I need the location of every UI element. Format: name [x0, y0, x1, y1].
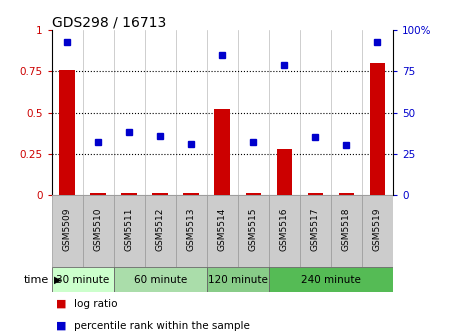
Bar	[339, 193, 354, 195]
Text: GSM5519: GSM5519	[373, 208, 382, 251]
Bar	[277, 149, 292, 195]
Bar	[269, 195, 300, 267]
Bar	[215, 109, 230, 195]
Bar	[246, 193, 261, 195]
Text: GSM5513: GSM5513	[187, 208, 196, 251]
Text: percentile rank within the sample: percentile rank within the sample	[74, 321, 250, 331]
Text: GSM5515: GSM5515	[249, 208, 258, 251]
Bar	[145, 195, 176, 267]
Bar	[52, 267, 114, 292]
Bar	[207, 267, 269, 292]
Bar	[114, 267, 207, 292]
Bar	[300, 195, 331, 267]
Text: 240 minute: 240 minute	[301, 275, 361, 285]
Text: GSM5511: GSM5511	[125, 208, 134, 251]
Text: time: time	[24, 275, 49, 285]
Bar	[121, 193, 137, 195]
Bar	[52, 195, 83, 267]
Bar	[59, 70, 75, 195]
Text: 120 minute: 120 minute	[208, 275, 268, 285]
Bar	[176, 195, 207, 267]
Bar	[184, 193, 199, 195]
Text: GDS298 / 16713: GDS298 / 16713	[52, 15, 166, 29]
Text: GSM5517: GSM5517	[311, 208, 320, 251]
Text: ■: ■	[56, 321, 66, 331]
Bar	[370, 63, 385, 195]
Text: 60 minute: 60 minute	[134, 275, 187, 285]
Text: GSM5512: GSM5512	[156, 208, 165, 251]
Bar	[238, 195, 269, 267]
Bar	[90, 193, 106, 195]
Text: GSM5516: GSM5516	[280, 208, 289, 251]
Text: ■: ■	[56, 299, 66, 309]
Bar	[207, 195, 238, 267]
Bar	[114, 195, 145, 267]
Text: GSM5510: GSM5510	[94, 208, 103, 251]
Text: GSM5509: GSM5509	[63, 208, 72, 251]
Text: ▶: ▶	[54, 275, 62, 285]
Text: GSM5518: GSM5518	[342, 208, 351, 251]
Bar	[362, 195, 393, 267]
Bar	[83, 195, 114, 267]
Text: log ratio: log ratio	[74, 299, 118, 309]
Bar	[308, 193, 323, 195]
Bar	[331, 195, 362, 267]
Bar	[153, 193, 168, 195]
Text: 30 minute: 30 minute	[56, 275, 109, 285]
Bar	[269, 267, 393, 292]
Text: GSM5514: GSM5514	[218, 208, 227, 251]
